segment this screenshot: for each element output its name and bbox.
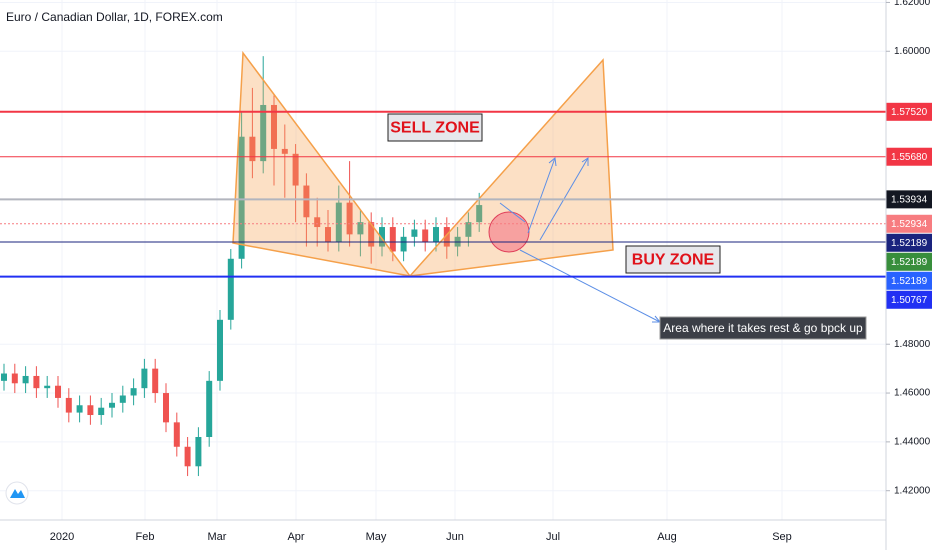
y-tick-label: 1.48000 [894,339,931,350]
axes: 1.62000 1.60000 1.48000 1.46000 1.44000 1.420… [50,0,931,543]
arrow [519,249,661,323]
candle-body [281,148,288,154]
price-tag-label: 1.52934 [891,219,928,230]
annotation-box [387,113,483,142]
candle-body [87,405,94,416]
candle-body [400,236,407,252]
price-tag-label: 1.50767 [891,295,928,306]
candle-body [33,375,40,389]
candle-body [173,422,180,447]
candle-body [271,104,277,149]
price-tag-label: 1.53934 [891,194,928,205]
candle-body [260,104,267,162]
candle-body [335,202,342,242]
candle-body [55,385,61,398]
candle-body [44,385,51,389]
price-tag [886,233,932,252]
price-tag-label: 1.52189 [891,276,928,287]
candle-body [195,436,202,467]
rest-circle [488,211,530,253]
candle-body [433,227,439,242]
candle-body [346,202,353,235]
candle-body [476,205,483,223]
triangle-right [408,58,614,277]
price-tag [886,214,932,233]
candle-body [206,380,213,437]
candle-body [422,229,429,242]
x-tick-label: Sep [772,531,792,543]
price-tag [886,190,932,209]
x-tick-label: Jun [446,531,464,543]
y-tick-label: 1.62000 [894,0,931,8]
price-tag [886,271,932,290]
levels: 1.57520 1.55680 1.53934 1.52934 1.52189 1.521… [0,102,932,309]
candle-body [141,368,148,389]
price-tag-label: 1.52189 [891,257,928,268]
price-tag [886,290,932,309]
price-tag [886,252,932,271]
candle-body [184,446,191,467]
chart-title: Euro / Canadian Dollar, 1D, FOREX.com [6,10,223,24]
arrow [499,202,526,223]
price-tag [886,102,932,121]
annotation-text: Area where it takes rest & go bpck up [663,321,863,335]
annotation-box [659,316,867,340]
candles [1,56,483,477]
candle-body [238,136,245,259]
candle-body [465,222,472,237]
candle-body [119,395,126,403]
y-tick-label: 1.44000 [894,437,931,448]
candle-body [443,227,450,247]
price-tag-label: 1.52189 [891,238,928,249]
y-tick-label: 1.46000 [894,388,931,399]
x-tick-label: Jul [546,531,560,543]
annotation-text: SELL ZONE [390,120,480,137]
logo-mark [10,489,25,498]
candle-body [303,185,310,218]
x-tick-label: Aug [657,531,677,543]
candle-body [109,402,115,408]
arrow-head [548,157,557,167]
price-tag-label: 1.55680 [891,152,928,163]
candle-body [130,388,137,396]
triangle-left [232,50,412,278]
candle-body [22,375,29,384]
x-tick-label: May [366,531,387,543]
candle-body [163,393,169,423]
y-tick-label: 1.60000 [894,46,931,57]
candle-body [292,153,299,186]
candle-body [11,373,18,384]
arrow-head [581,157,589,166]
candle-body [389,227,396,252]
candle-body [1,373,7,381]
candle-body [368,222,375,247]
price-tag [886,147,932,166]
candle-body [357,222,364,235]
candle-body [98,407,105,416]
x-tick-label: Mar [208,531,227,543]
candle-body [65,397,72,413]
candle-body [217,319,223,381]
candle-body [325,227,331,242]
candle-body [227,258,234,320]
y-tick-label: 1.42000 [894,485,931,496]
candle-body [314,217,321,228]
arrow [527,157,556,234]
logo [5,481,29,505]
candle-body [411,229,418,237]
x-tick-label: Apr [287,531,304,543]
annotation-box [625,245,721,274]
candle-body [379,227,385,247]
x-tick-label: 2020 [50,531,74,543]
price-tag-label: 1.57520 [891,107,928,118]
annotation-text: BUY ZONE [632,252,715,269]
annotations: SELL ZONE BUY ZONE Area where it takes res… [387,113,867,340]
candle-body [249,136,256,162]
candle-body [76,405,83,413]
candle-body [152,368,159,394]
x-tick-label: Feb [136,531,155,543]
drawings [232,50,662,323]
